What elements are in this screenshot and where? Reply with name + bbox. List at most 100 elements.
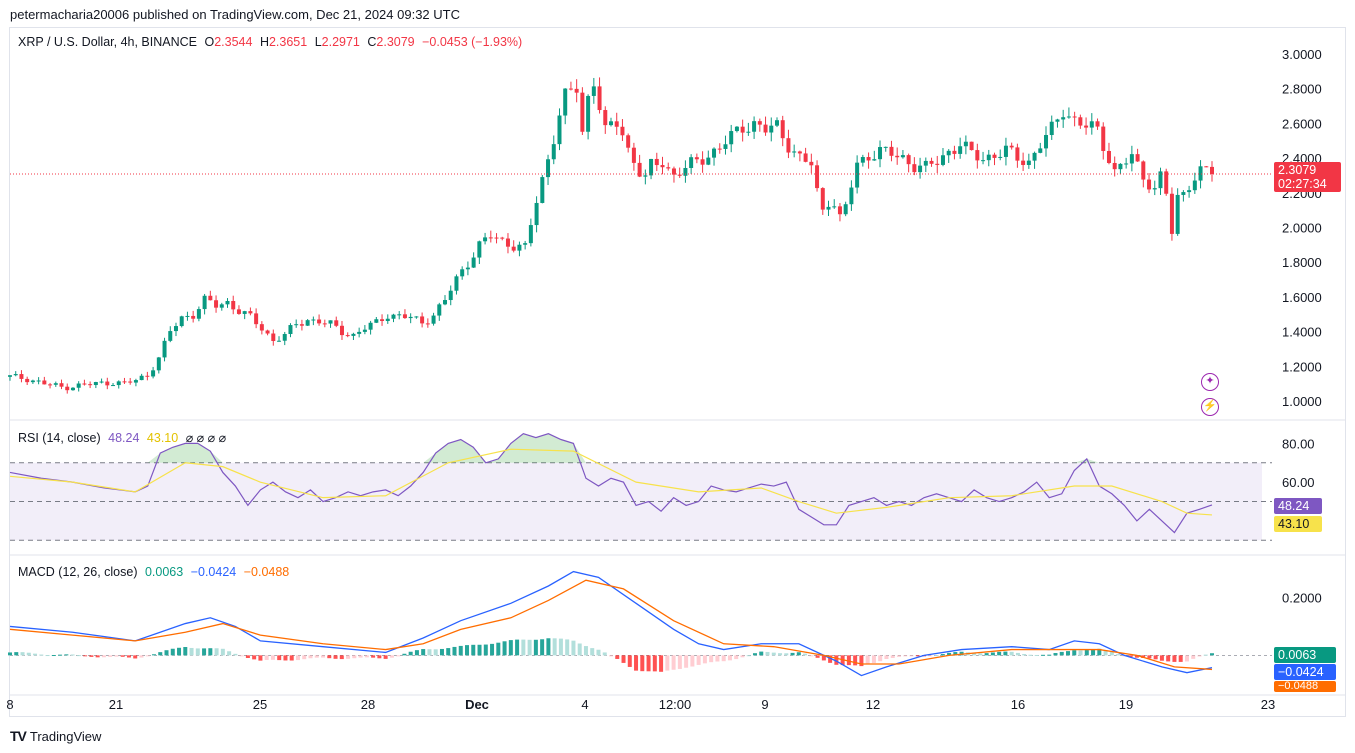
macd-hist-bar (1091, 649, 1096, 656)
macd-hist-bar (803, 653, 808, 656)
candle-body (780, 120, 785, 139)
macd-hist-bar (583, 646, 588, 656)
candle-body (362, 329, 367, 332)
candle-body (1038, 148, 1043, 153)
price-tick-label: 1.0000 (1282, 394, 1322, 409)
candle-body (998, 156, 1003, 158)
macd-hist-bar (890, 655, 895, 658)
macd-hist-bar (834, 655, 839, 665)
macd-hist-bar (477, 644, 482, 656)
macd-hist-bar (1147, 655, 1152, 659)
candle-body (414, 316, 419, 318)
candle-body (1112, 162, 1117, 170)
time-tick-label: 4 (581, 697, 588, 712)
candle-body (168, 331, 173, 341)
macd-hist-bar (1072, 650, 1077, 656)
candle-body (906, 155, 911, 165)
candle-body (683, 167, 688, 176)
macd-hist-bar (709, 655, 714, 663)
signal-line (9, 579, 1213, 671)
candle-body (139, 375, 144, 381)
candle-body (723, 144, 728, 149)
candle-body (351, 333, 356, 336)
macd-name[interactable]: MACD (12, 26, close) (18, 565, 138, 579)
macd-hist-bar (621, 655, 626, 663)
candle-body (82, 383, 87, 385)
macd-hist-bar (177, 647, 182, 656)
price-tick-label: 1.8000 (1282, 255, 1322, 270)
time-tick-label: 9 (761, 697, 768, 712)
macd-hist-bar (364, 655, 369, 658)
candle-body (488, 237, 493, 239)
rsi-name[interactable]: RSI (14, close) (18, 431, 101, 445)
candle-body (1084, 125, 1089, 128)
time-tick-label: 25 (253, 697, 267, 712)
macd-hist-bar (465, 645, 470, 656)
macd-hist-bar (114, 655, 119, 657)
candle-body (191, 315, 196, 319)
candle-body (969, 141, 974, 151)
price-tick-label: 3.0000 (1282, 47, 1322, 62)
macd-hist-axis-label: 0.0063 (1274, 647, 1336, 663)
candle-body (1078, 117, 1083, 126)
macd-hist-bar (83, 655, 88, 657)
macd-hist-bar (1097, 648, 1102, 656)
candle-body (666, 167, 671, 169)
candle-body (614, 121, 619, 127)
candle-body (70, 387, 75, 391)
candle-body (368, 322, 373, 330)
candle-body (568, 88, 573, 90)
candle-body (986, 154, 991, 161)
macd-hist-bar (1078, 650, 1083, 656)
macd-hist-bar (746, 655, 751, 657)
macd-hist-bar (1178, 655, 1183, 662)
candle-body (1118, 163, 1123, 170)
candle-body (76, 383, 81, 388)
candle-body (637, 162, 642, 177)
macd-hist-bar (439, 648, 444, 656)
macd-hist-bar (145, 655, 150, 657)
macd-hist-bar (433, 649, 438, 656)
time-tick-label: Dec (465, 697, 489, 712)
macd-hist-bar (915, 655, 920, 657)
rsi-line (9, 433, 1213, 534)
macd-hist-bar (133, 655, 138, 659)
macd-hist-bar (1053, 653, 1058, 656)
candle-body (339, 325, 344, 336)
candle-body (99, 381, 104, 383)
time-tick-label: 12 (866, 697, 880, 712)
candle-body (923, 160, 928, 166)
candle-body (231, 300, 236, 310)
symbol-label[interactable]: XRP / U.S. Dollar, 4h, BINANCE (18, 35, 197, 49)
candle-body (580, 92, 585, 132)
open-label: O (204, 35, 215, 49)
candle-body (1181, 192, 1186, 195)
candle-body (1049, 121, 1054, 136)
macd-hist-bar (521, 639, 526, 656)
candle-body (431, 315, 436, 324)
candle-body (574, 88, 579, 93)
macd-hist-bar (371, 655, 376, 658)
macd-hist-bar (496, 642, 501, 656)
candle-body (1095, 121, 1100, 127)
macd-hist-bar (295, 655, 300, 661)
lightning-icon[interactable]: ⚡ (1201, 398, 1219, 416)
candle-body (511, 246, 516, 251)
candle-body (1147, 179, 1152, 190)
candle-body (546, 159, 551, 178)
candle-body (151, 370, 156, 377)
macd-hist-bar (20, 652, 25, 656)
candle-body (402, 314, 407, 319)
candle-body (940, 155, 945, 165)
candle-body (357, 331, 362, 334)
candle-body (935, 163, 940, 165)
candle-body (889, 146, 894, 156)
main-legend: XRP / U.S. Dollar, 4h, BINANCE O2.3544 H… (18, 35, 526, 49)
candle-body (374, 319, 379, 323)
macd-hist-bar (759, 651, 764, 656)
sparkle-icon[interactable]: ✦ (1201, 373, 1219, 391)
candle-body (900, 155, 905, 158)
macd-hist-bar (39, 654, 44, 656)
candle-body (311, 319, 316, 321)
